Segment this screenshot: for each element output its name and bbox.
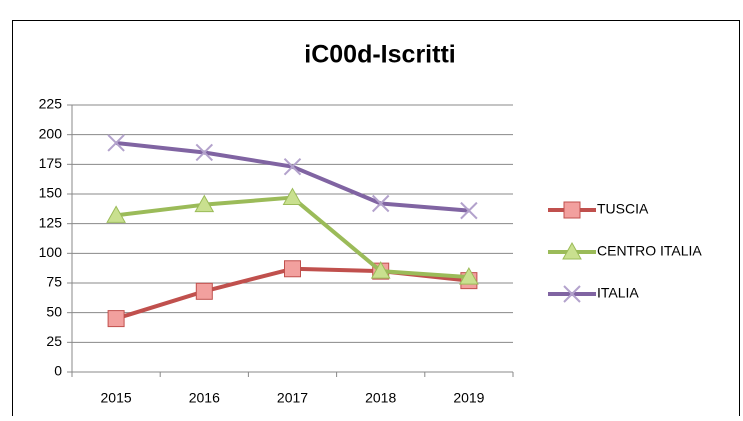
marker [283, 157, 302, 176]
marker [371, 194, 390, 213]
marker [459, 267, 479, 285]
legend-label: CENTRO ITALIA [597, 243, 702, 259]
y-tick-label: 150 [39, 185, 63, 201]
y-tick-label: 50 [46, 303, 62, 319]
chart-title: iC00d-Iscritti [304, 41, 455, 69]
legend-label: TUSCIA [597, 201, 649, 217]
y-tick-label: 125 [39, 214, 63, 230]
marker [562, 241, 582, 260]
y-tick-label: 175 [39, 155, 63, 171]
y-tick-label: 225 [39, 96, 63, 112]
y-tick-label: 25 [46, 333, 62, 349]
marker [107, 134, 125, 152]
x-tick-label: 2019 [453, 390, 484, 406]
marker [284, 260, 301, 278]
chart-frame [12, 20, 740, 421]
y-tick-label: 75 [46, 274, 62, 290]
marker [195, 282, 213, 300]
marker [563, 285, 581, 303]
legend-label: ITALIA [597, 285, 639, 301]
y-tick-label: 0 [54, 363, 62, 379]
marker [370, 261, 391, 279]
marker [282, 187, 303, 206]
marker [460, 201, 478, 220]
y-tick-label: 100 [39, 244, 63, 260]
marker [107, 310, 125, 328]
marker [106, 205, 126, 223]
marker [195, 143, 214, 162]
x-tick-label: 2018 [365, 390, 396, 406]
x-tick-label: 2017 [277, 390, 308, 406]
marker [194, 194, 215, 213]
marker [563, 201, 581, 219]
x-tick-label: 2015 [101, 390, 132, 406]
y-tick-label: 200 [39, 125, 63, 141]
x-tick-label: 2016 [189, 390, 220, 406]
